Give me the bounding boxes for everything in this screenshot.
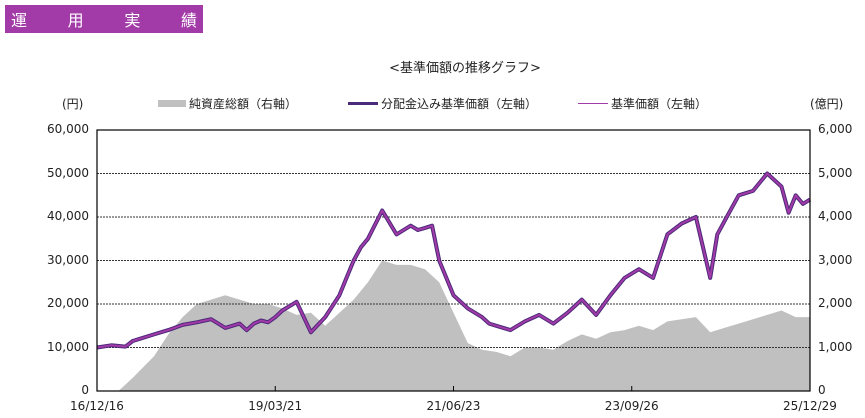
header-char: 運	[11, 11, 28, 30]
y-left-tick: 0	[81, 383, 89, 397]
y-right-tick: 2,000	[818, 296, 853, 310]
left-axis-unit: (円)	[62, 97, 84, 111]
header-char: 績	[180, 11, 197, 30]
x-tick: 19/03/21	[248, 399, 303, 413]
y-right-tick: 1,000	[818, 339, 853, 354]
legend-item-nav-with-dividends: 分配金込み基準価額（左軸）	[348, 95, 537, 112]
section-header: 運 用 実 績	[5, 5, 203, 33]
y-right-tick: 6,000	[818, 122, 853, 136]
x-tick: 21/06/23	[426, 399, 481, 413]
y-left-tick: 10,000	[47, 339, 89, 354]
y-right-tick: 0	[818, 383, 826, 397]
legend-swatch-line	[348, 102, 378, 105]
x-tick: 23/09/26	[604, 399, 659, 413]
chart-title: <基準価額の推移グラフ>	[389, 61, 541, 76]
right-axis-unit: (億円)	[810, 97, 844, 111]
legend-label: 分配金込み基準価額（左軸）	[381, 97, 538, 111]
y-left-tick: 60,000	[47, 122, 89, 136]
y-left-tick: 30,000	[47, 252, 89, 267]
y-right-tick: 3,000	[818, 252, 853, 267]
legend-item-nav: 基準価額（左軸）	[578, 95, 707, 112]
y-right-tick: 5,000	[818, 165, 853, 180]
legend-swatch-line	[578, 103, 608, 104]
legend-label: 基準価額（左軸）	[611, 97, 708, 111]
header-char: 実	[124, 11, 141, 30]
legend-swatch-area	[158, 100, 186, 107]
y-left-tick: 20,000	[47, 296, 89, 310]
nav-line	[96, 172, 811, 349]
y-right-tick: 4,000	[818, 209, 853, 223]
x-tick: 16/12/16	[70, 399, 124, 413]
header-char: 用	[67, 11, 84, 30]
y-left-tick: 50,000	[47, 165, 89, 180]
y-left-tick: 40,000	[47, 209, 89, 223]
legend-item-aum: 純資産総額（右軸）	[158, 95, 297, 112]
aum-area	[97, 260, 810, 391]
legend-label: 純資産総額（右軸）	[189, 97, 298, 111]
x-tick: 25/12/29	[783, 399, 837, 413]
